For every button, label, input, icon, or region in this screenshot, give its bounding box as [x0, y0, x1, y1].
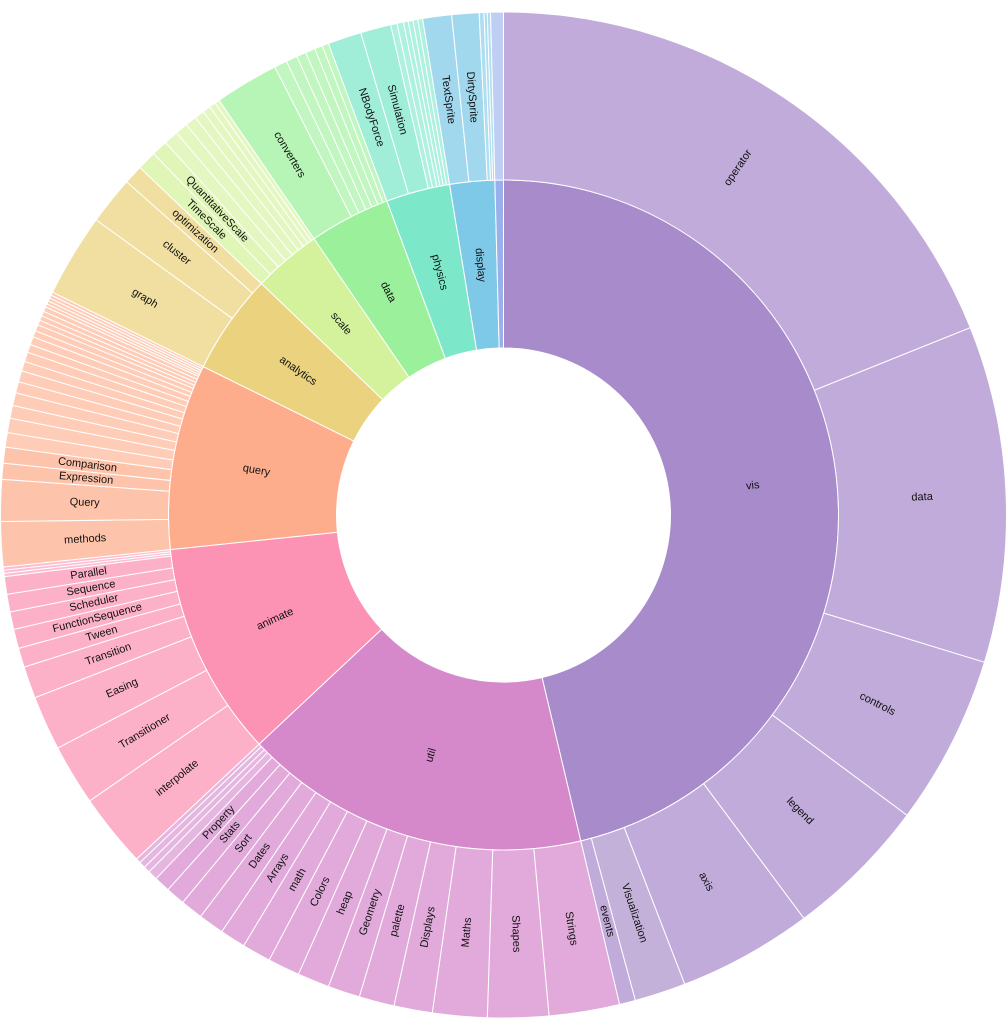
sunburst-rings: [0, 11, 1007, 1019]
segment-label: Maths: [460, 916, 475, 947]
segment-label: query: [242, 462, 272, 479]
segment-label: Expression: [58, 470, 113, 487]
segment-label: methods: [64, 532, 107, 546]
segment-label: Strings: [562, 911, 579, 947]
segment-label: display: [473, 247, 488, 283]
segment-label: util: [423, 747, 439, 764]
segment-label: vis: [745, 479, 760, 493]
segment-label: Query: [70, 496, 101, 509]
segment-label: data: [911, 491, 934, 504]
segment-label: DirtySprite: [464, 71, 480, 123]
segment-label: Shapes: [509, 915, 522, 953]
sunburst-segment[interactable]: [489, 11, 504, 181]
sunburst-segment-operator[interactable]: [503, 11, 971, 391]
segment-label: Parallel: [70, 565, 108, 582]
